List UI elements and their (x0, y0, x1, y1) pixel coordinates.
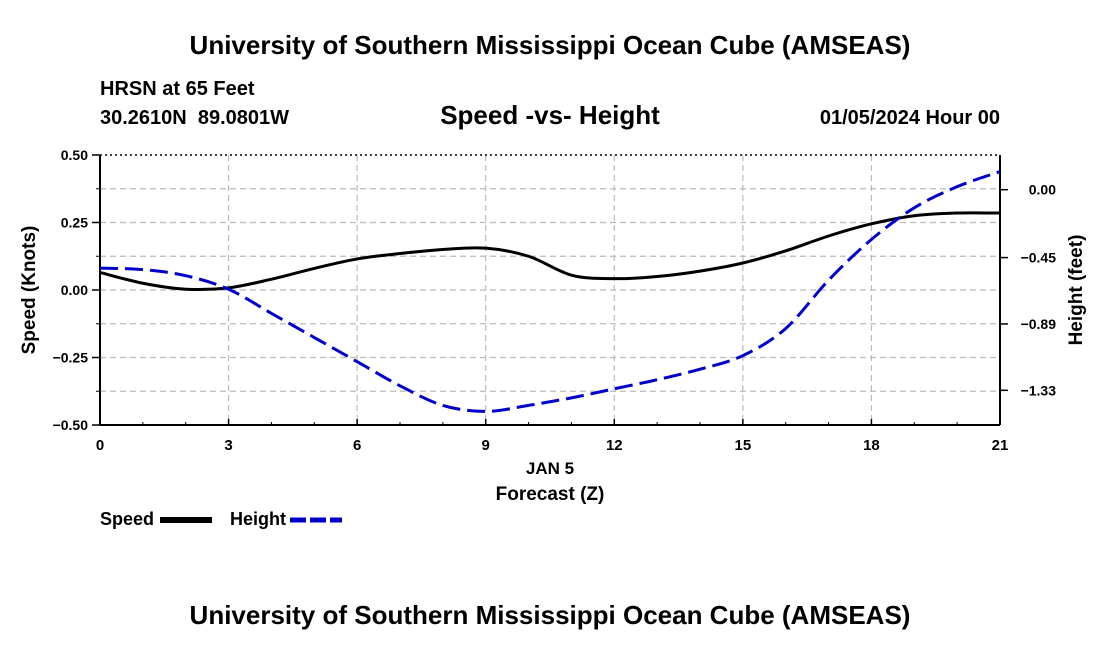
legend-speed-label: Speed (100, 509, 155, 529)
axes (92, 154, 1008, 426)
x-tick-label: 9 (482, 437, 490, 454)
station-label: HRSN at 65 Feet (100, 78, 255, 100)
x-axis-title: Forecast (Z) (496, 484, 605, 505)
coordinates-label: 30.2610N 89.0801W (100, 107, 290, 129)
axis-labels: 0 3 6 9 12 15 18 21 0.50 0.25 0.00 −0.25 −0.50 0.00 −0… (19, 147, 1087, 505)
x-axis-date-label: JAN 5 (526, 459, 574, 478)
x-tick-label: 0 (96, 437, 104, 454)
footer-title: University of Southern Mississippi Ocean… (189, 600, 911, 630)
y-axis-title: Speed (Knots) (19, 226, 40, 355)
series-lines (99, 170, 1001, 413)
grid-lines (100, 155, 1000, 425)
y-tick-label: 0.50 (61, 147, 88, 163)
legend-height-swatch (290, 517, 342, 523)
y-tick-label: −0.50 (53, 417, 89, 433)
chart-subtitle: Speed -vs- Height (440, 100, 660, 130)
x-tick-label: 12 (606, 437, 623, 454)
legend-speed: Speed (100, 509, 154, 530)
forecast-datetime: 01/05/2024 Hour 00 (819, 107, 1000, 129)
y-tick-label: 0.25 (61, 215, 88, 231)
series-line-height (99, 170, 1001, 413)
legend-speed-swatch (160, 517, 212, 523)
chart-title: University of Southern Mississippi Ocean… (189, 30, 911, 60)
y-axis-right-title: Height (feet) (1066, 235, 1087, 346)
legend-height: Height (230, 509, 286, 530)
x-tick-label: 18 (863, 437, 880, 454)
y-right-tick-label: 0.00 (1029, 182, 1056, 198)
y-right-tick-label: −0.45 (1021, 250, 1057, 266)
y-right-tick-label: −1.33 (1021, 382, 1057, 398)
x-tick-label: 15 (735, 437, 752, 454)
x-tick-label: 6 (353, 437, 361, 454)
legend-height-label: Height (230, 509, 286, 529)
y-tick-label: −0.25 (53, 350, 89, 366)
y-right-tick-label: −0.89 (1021, 316, 1057, 332)
y-tick-label: 0.00 (61, 282, 88, 298)
x-tick-label: 21 (992, 437, 1009, 454)
x-tick-label: 3 (224, 437, 232, 454)
series-line-speed (99, 211, 1001, 292)
